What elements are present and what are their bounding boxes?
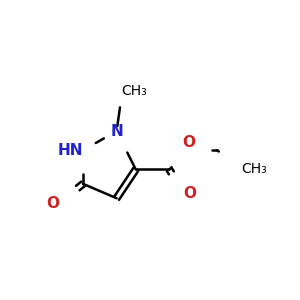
Text: CH₃: CH₃ (122, 84, 147, 98)
Text: CH₃: CH₃ (241, 163, 267, 176)
Text: O: O (46, 196, 59, 211)
Text: O: O (184, 186, 197, 201)
Text: HN: HN (58, 143, 83, 158)
Text: N: N (110, 124, 123, 139)
Text: O: O (182, 135, 195, 150)
